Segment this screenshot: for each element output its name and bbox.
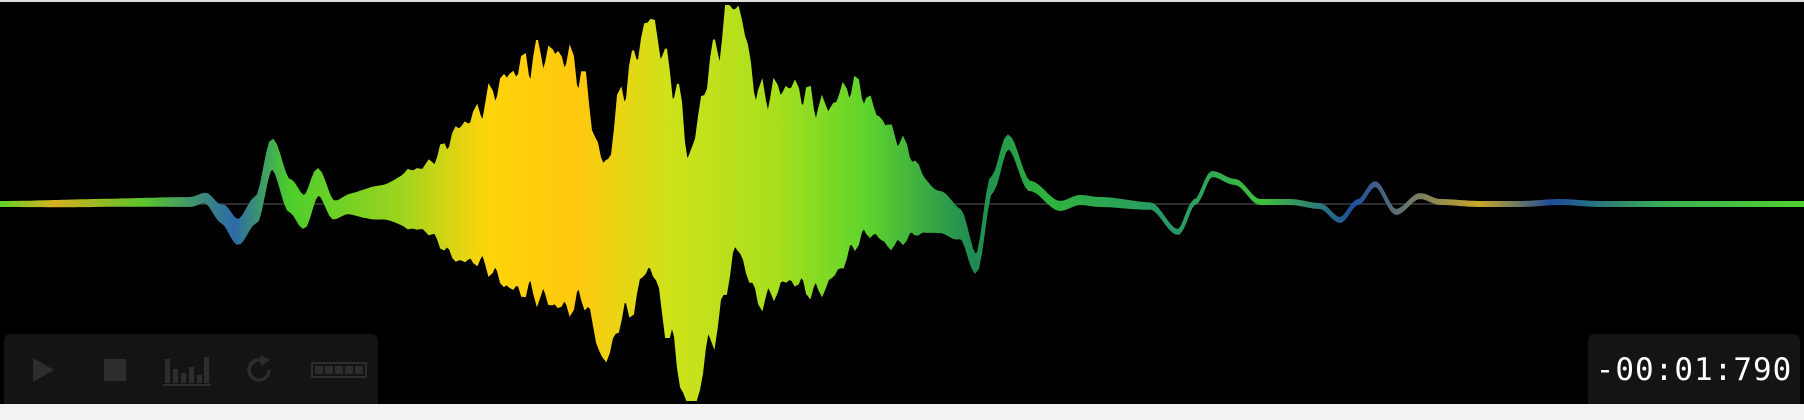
transport-controls: [4, 334, 378, 404]
stop-icon: [104, 359, 126, 381]
audio-player: -00:01:790: [0, 0, 1804, 404]
play-icon: [33, 358, 54, 382]
stop-button[interactable]: [90, 345, 140, 395]
page-footer-strip: [0, 404, 1804, 420]
play-button[interactable]: [18, 345, 68, 395]
loop-button[interactable]: [234, 345, 284, 395]
spectrum-bars-icon: [163, 357, 211, 386]
level-meter[interactable]: [306, 345, 372, 395]
loop-icon: [247, 355, 271, 382]
time-remaining-text: -00:01:790: [1595, 352, 1793, 388]
level-meter-icon: [311, 362, 367, 378]
waveform-outline: [0, 124, 1803, 288]
spectrum-button[interactable]: [162, 345, 212, 395]
waveform-display[interactable]: [0, 2, 1804, 404]
time-remaining-display: -00:01:790: [1588, 334, 1800, 404]
